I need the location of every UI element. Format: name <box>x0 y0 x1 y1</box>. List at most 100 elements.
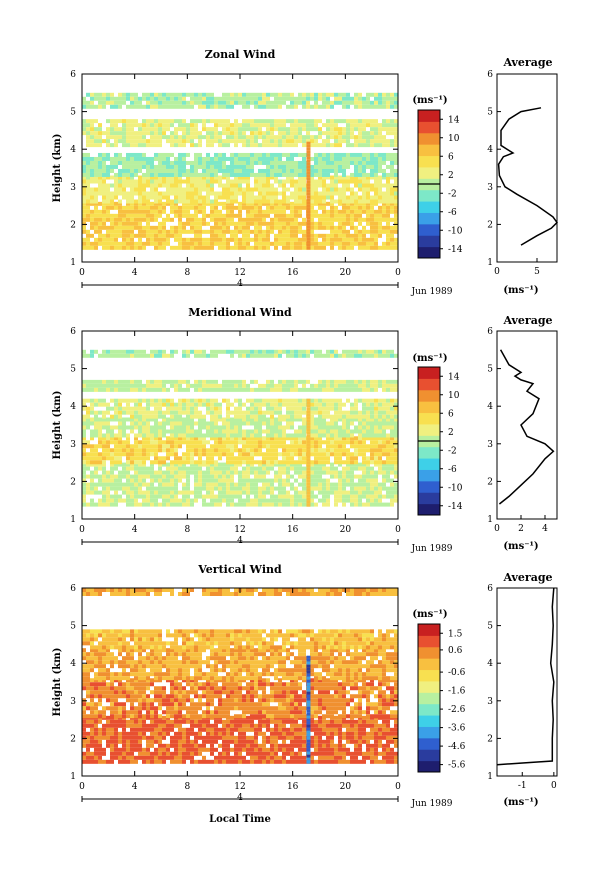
heatmap-cell <box>98 96 102 101</box>
heatmap-cell <box>206 104 210 109</box>
heatmap-cell <box>126 221 130 226</box>
heatmap-cell <box>90 100 94 105</box>
heatmap-cell <box>98 490 102 495</box>
heatmap-cell <box>354 429 358 434</box>
heatmap-cell <box>286 143 290 148</box>
heatmap-cell <box>226 187 230 192</box>
heatmap-cell <box>130 175 134 180</box>
heatmap-cell <box>270 433 274 438</box>
convective-column-cell <box>306 458 311 462</box>
convective-column-cell <box>306 141 311 145</box>
heatmap-cell <box>174 383 178 388</box>
heatmap-cell <box>298 456 302 461</box>
heatmap-cell <box>126 494 130 499</box>
heatmap-cell <box>218 213 222 218</box>
heatmap-cell <box>278 201 282 206</box>
heatmap-cell <box>234 221 238 226</box>
heatmap-cell <box>286 245 290 250</box>
heatmap-cell <box>290 433 294 438</box>
heatmap-cell <box>298 444 302 449</box>
heatmap-cell <box>142 387 146 392</box>
heatmap-cell <box>126 127 130 132</box>
heatmap-cell <box>122 172 126 177</box>
heatmap-cell <box>390 229 394 234</box>
heatmap-cell <box>242 474 246 479</box>
heatmap-cell <box>166 379 170 384</box>
heatmap-cell <box>130 195 134 200</box>
heatmap-cell <box>118 187 122 192</box>
heatmap-cell <box>138 221 142 226</box>
heatmap-cell <box>134 205 138 210</box>
heatmap-cell <box>82 456 86 461</box>
heatmap-cell <box>138 470 142 475</box>
heatmap-cell <box>110 241 114 246</box>
heatmap-cell <box>362 209 366 214</box>
heatmap-cell <box>274 104 278 109</box>
heatmap-cell <box>366 245 370 250</box>
heatmap-cell <box>310 387 314 392</box>
heatmap-cell <box>350 462 354 467</box>
heatmap-cell <box>362 100 366 105</box>
heatmap-cell <box>86 217 90 222</box>
heatmap-cell <box>138 444 142 449</box>
heatmap-cell <box>302 444 306 449</box>
heatmap-cell <box>386 123 390 128</box>
heatmap-cell <box>162 498 166 503</box>
heatmap-cell <box>362 417 366 422</box>
heatmap-cell <box>354 398 358 403</box>
heatmap-cell <box>234 444 238 449</box>
heatmap-cell <box>350 414 354 419</box>
heatmap-cell <box>250 433 254 438</box>
heatmap-cell <box>178 436 182 441</box>
heatmap-cell <box>102 213 106 218</box>
heatmap-cell <box>222 482 226 487</box>
heatmap-cell <box>354 201 358 206</box>
colorbar-swatch <box>418 121 440 134</box>
heatmap-cell <box>330 205 334 210</box>
heatmap-cell <box>298 498 302 503</box>
heatmap-cell <box>178 152 182 157</box>
heatmap-cell <box>374 245 378 250</box>
heatmap-cell <box>330 486 334 491</box>
heatmap-cell <box>242 179 246 184</box>
heatmap-cell <box>250 444 254 449</box>
heatmap-cell <box>162 233 166 238</box>
heatmap-cell <box>138 131 142 136</box>
heatmap-cell <box>254 498 258 503</box>
heatmap-cell <box>334 156 338 161</box>
heatmap-cell <box>198 104 202 109</box>
heatmap-cell <box>98 156 102 161</box>
heatmap-cell <box>134 494 138 499</box>
heatmap-cell <box>234 349 238 354</box>
heatmap-cell <box>222 229 226 234</box>
heatmap-cell <box>190 96 194 101</box>
heatmap-cell <box>98 175 102 180</box>
heatmap-cell <box>122 444 126 449</box>
heatmap-cell <box>298 433 302 438</box>
heatmap-cell <box>262 160 266 165</box>
heatmap-cell <box>186 139 190 144</box>
heatmap-cell <box>322 217 326 222</box>
heatmap-cell <box>150 213 154 218</box>
heatmap-cell <box>370 131 374 136</box>
heatmap-cell <box>186 229 190 234</box>
heatmap-cell <box>338 490 342 495</box>
heatmap-cell <box>82 199 86 204</box>
heatmap-cell <box>218 225 222 230</box>
heatmap-cell <box>158 209 162 214</box>
heatmap-cell <box>186 100 190 105</box>
heatmap-cell <box>246 474 250 479</box>
heatmap-cell <box>354 410 358 415</box>
heatmap-cell <box>342 502 346 507</box>
heatmap-cell <box>362 191 366 196</box>
heatmap-cell <box>390 187 394 192</box>
heatmap-cell <box>378 433 382 438</box>
heatmap-cell <box>102 433 106 438</box>
heatmap-cell <box>318 462 322 467</box>
heatmap-cell <box>166 353 170 358</box>
heatmap-cell <box>254 466 258 471</box>
heatmap-cell <box>162 175 166 180</box>
heatmap-cell <box>274 444 278 449</box>
heatmap-cell <box>234 119 238 124</box>
heatmap-cell <box>310 143 314 148</box>
